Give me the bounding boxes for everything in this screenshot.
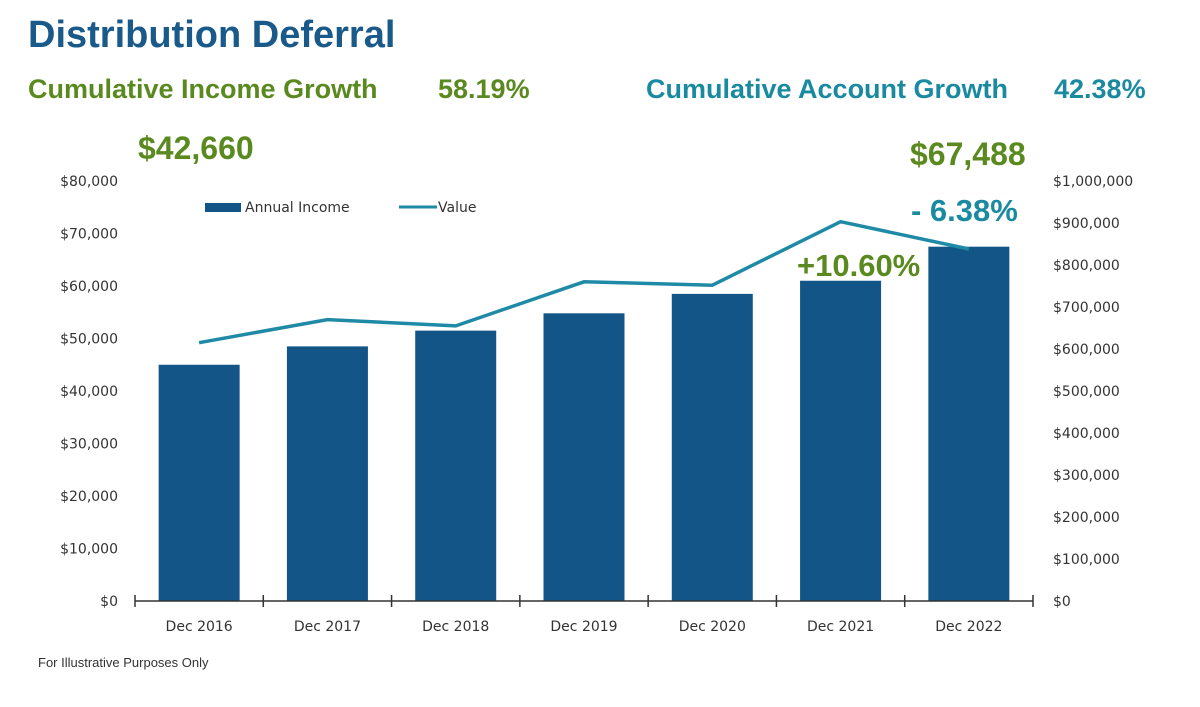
right-y-tick-label: $0 <box>1053 594 1071 610</box>
x-tick-label: Dec 2019 <box>550 619 617 635</box>
start-income-callout: $42,660 <box>138 130 254 166</box>
right-y-tick-label: $900,000 <box>1053 216 1120 232</box>
right-y-tick-label: $200,000 <box>1053 510 1120 526</box>
account-growth-value: 42.38% <box>1054 74 1146 104</box>
right-y-axis: $0 $100,000 $200,000 $300,000 $400,000 $500,0… <box>1053 174 1133 610</box>
bar-2 <box>415 330 497 601</box>
right-y-tick-label: $1,000,000 <box>1053 174 1133 190</box>
value-change-2021-callout: +10.60% <box>797 248 921 283</box>
income-growth-label: Cumulative Income Growth <box>28 74 378 104</box>
x-tick-label: Dec 2022 <box>935 619 1002 635</box>
right-y-tick-label: $500,000 <box>1053 384 1120 400</box>
left-y-tick-label: $10,000 <box>60 542 118 558</box>
left-y-axis: $0 $10,000 $20,000 $30,000 $40,000 $50,000 $60… <box>60 174 118 610</box>
right-y-tick-label: $100,000 <box>1053 552 1120 568</box>
left-y-tick-label: $20,000 <box>60 489 118 505</box>
x-tick-label: Dec 2021 <box>807 619 874 635</box>
page-title: Distribution Deferral <box>28 14 396 56</box>
bar-0 <box>158 364 240 601</box>
x-tick-label: Dec 2020 <box>679 619 746 635</box>
legend-label-annual-income: Annual Income <box>245 200 350 216</box>
bar-6 <box>928 246 1010 602</box>
income-growth-value: 58.19% <box>438 74 530 104</box>
right-y-tick-label: $300,000 <box>1053 468 1120 484</box>
left-y-tick-label: $40,000 <box>60 384 118 400</box>
left-y-tick-label: $50,000 <box>60 332 118 348</box>
footnote: For Illustrative Purposes Only <box>38 655 209 670</box>
left-y-tick-label: $30,000 <box>60 437 118 453</box>
line-series-value <box>198 219 970 345</box>
right-y-tick-label: $400,000 <box>1053 426 1120 442</box>
end-income-callout: $67,488 <box>910 136 1026 172</box>
legend: Annual Income Value <box>205 200 476 216</box>
right-y-tick-label: $600,000 <box>1053 342 1120 358</box>
left-y-tick-label: $60,000 <box>60 279 118 295</box>
bar-1 <box>286 346 368 601</box>
bar-4 <box>671 293 753 601</box>
right-y-tick-label: $800,000 <box>1053 258 1120 274</box>
left-y-tick-label: $80,000 <box>60 174 118 190</box>
right-y-tick-label: $700,000 <box>1053 300 1120 316</box>
legend-label-value: Value <box>438 200 476 216</box>
x-tick-label: Dec 2017 <box>294 619 361 635</box>
left-y-tick-label: $0 <box>100 594 118 610</box>
x-tick-label: Dec 2018 <box>422 619 489 635</box>
left-y-tick-label: $70,000 <box>60 227 118 243</box>
bar-5 <box>800 280 882 601</box>
bar-3 <box>543 313 625 601</box>
bar-series-annual-income <box>158 246 1010 602</box>
legend-swatch-annual-income <box>205 203 241 212</box>
account-growth-label: Cumulative Account Growth <box>646 74 1009 104</box>
x-tick-label: Dec 2016 <box>166 619 233 635</box>
value-change-2022-callout: - 6.38% <box>911 193 1018 228</box>
x-axis-ticks: Dec 2016 Dec 2017 Dec 2018 Dec 2019 Dec 2020… <box>134 595 1034 635</box>
